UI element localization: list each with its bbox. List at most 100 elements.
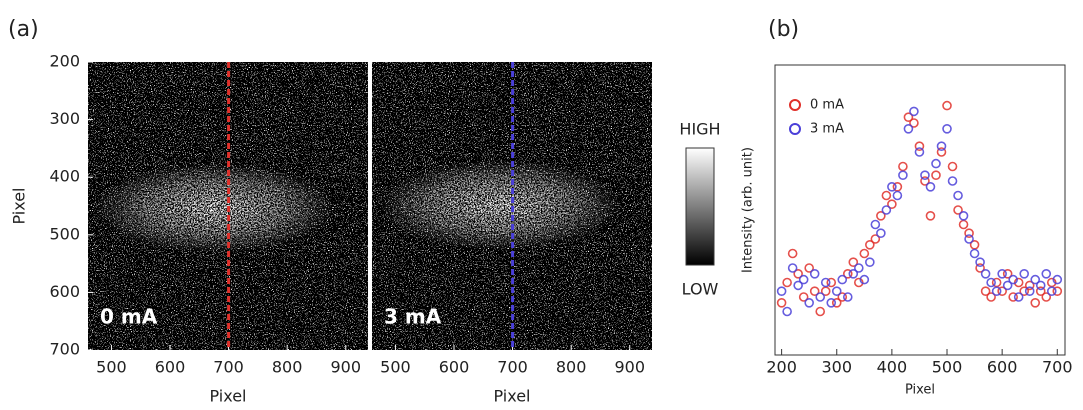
x-axis-label: Pixel [209,387,246,406]
data-point [931,158,941,169]
data-point [936,141,947,151]
data-point [991,286,1002,297]
panel-label: (a) [8,17,39,42]
data-point [842,292,853,302]
data-point [964,234,974,244]
data-point [903,124,914,134]
y-tick-label: 500 [49,224,80,243]
data-point [1041,268,1052,279]
data-point [848,257,859,268]
data-point [953,205,963,215]
colorbar [685,147,715,266]
data-point [1030,297,1041,308]
data-point [898,170,908,180]
data-point [859,248,870,259]
data-point [865,240,875,250]
data-point [848,268,859,279]
y-axis-label: Pixel [10,187,29,224]
data-point [1002,268,1013,279]
data-point [809,268,820,279]
data-point [815,306,826,317]
data-point [820,277,831,288]
data-point [865,257,875,268]
x-tick-label: 300 [821,358,852,377]
x-tick-label: 700 [1042,358,1073,377]
legend-marker [789,123,801,135]
data-point [898,161,908,172]
colorbar-high: HIGH [679,120,720,139]
data-point [1041,292,1052,302]
data-point [914,147,925,157]
data-point [804,263,814,273]
x-tick-label: 600 [155,358,186,377]
data-point [1052,286,1063,297]
data-point [854,277,864,288]
data-point [809,286,820,297]
legend-label: 3 mA [810,122,844,137]
data-point [909,106,919,117]
x-tick-label: 600 [987,358,1018,377]
panel-current-label: 0 mA [100,305,158,329]
panel-label: (b) [768,17,799,42]
y-tick-label: 300 [49,109,80,128]
data-point [887,182,897,192]
colorbar-low: LOW [682,280,719,299]
data-point [826,297,837,308]
data-point [942,100,952,111]
data-point [975,263,985,273]
data-point [1008,292,1018,302]
data-point [842,268,853,279]
data-point [1024,286,1035,297]
x-tick-label: 200 [766,358,797,377]
data-point [986,277,996,288]
data-point [804,297,814,308]
data-point [1019,286,1030,297]
data-point [1002,280,1013,291]
data-point [798,274,809,285]
plot-frame [774,64,1066,356]
y-tick-label: 400 [49,167,80,186]
image-background [88,62,1066,356]
data-point [1035,286,1046,297]
data-point [975,257,985,268]
data-point [793,268,803,279]
data-point [831,286,842,297]
data-point [776,297,787,308]
y-tick-label: 600 [49,282,80,301]
data-point [969,248,980,259]
data-point [936,147,947,157]
data-point [1035,280,1046,291]
data-point [997,268,1007,279]
data-point [798,292,809,302]
data-point [920,176,930,186]
x-tick-label: 800 [556,358,587,377]
x-tick-label: 500 [380,358,411,377]
data-point [980,268,991,279]
data-point [925,182,936,192]
data-point [903,112,914,122]
data-point [1024,280,1035,291]
data-point [793,280,803,291]
data-point [831,297,842,308]
y-axis-label: Intensity (arb. unit) [741,147,756,273]
x-tick-label: 900 [614,358,645,377]
panel-current-label: 3 mA [384,305,442,329]
x-axis-label: Pixel [905,383,935,398]
data-point [1013,277,1024,288]
x-tick-label: 600 [439,358,470,377]
data-point [997,286,1007,297]
legend-marker [789,99,801,111]
data-point [815,292,826,302]
data-point [942,124,952,134]
data-point [859,274,870,285]
data-point [909,118,919,128]
y-tick-label: 700 [49,340,80,359]
data-point [876,211,886,221]
x-tick-label: 700 [497,358,528,377]
data-point [870,219,881,230]
data-point [881,205,892,215]
data-point [1030,274,1041,285]
data-point [920,170,930,180]
x-tick-label: 500 [932,358,963,377]
